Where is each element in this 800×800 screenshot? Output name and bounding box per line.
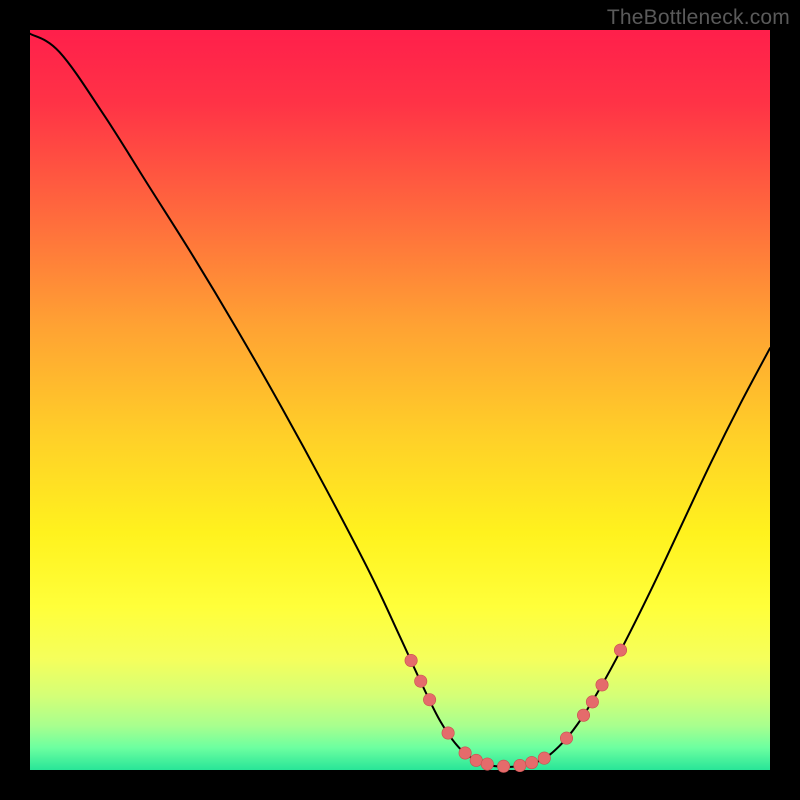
curve-marker: [423, 694, 435, 706]
curve-marker: [405, 654, 417, 666]
curve-marker: [459, 747, 471, 759]
curve-marker: [514, 759, 526, 771]
watermark-text: TheBottleneck.com: [607, 6, 790, 30]
chart-container: TheBottleneck.com: [0, 0, 800, 800]
curve-marker: [526, 756, 538, 768]
curve-marker: [577, 709, 589, 721]
curve-marker: [586, 696, 598, 708]
bottleneck-curve-chart: [0, 0, 800, 800]
curve-marker: [442, 727, 454, 739]
curve-marker: [415, 675, 427, 687]
curve-marker: [560, 732, 572, 744]
curve-marker: [538, 752, 550, 764]
curve-marker: [470, 754, 482, 766]
plot-background: [30, 30, 770, 770]
curve-marker: [497, 760, 509, 772]
curve-marker: [596, 679, 608, 691]
curve-marker: [481, 758, 493, 770]
curve-marker: [614, 644, 626, 656]
